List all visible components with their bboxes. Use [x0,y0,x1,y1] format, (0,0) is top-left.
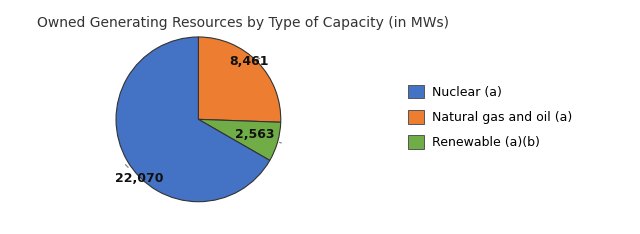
Legend: Nuclear (a), Natural gas and oil (a), Renewable (a)(b): Nuclear (a), Natural gas and oil (a), Re… [403,80,577,154]
Text: 8,461: 8,461 [230,55,269,68]
Wedge shape [198,119,281,161]
Wedge shape [198,37,281,122]
Text: 22,070: 22,070 [115,165,163,185]
Text: 2,563: 2,563 [235,128,281,143]
Text: Owned Generating Resources by Type of Capacity (in MWs): Owned Generating Resources by Type of Ca… [37,16,449,30]
Wedge shape [116,37,270,202]
